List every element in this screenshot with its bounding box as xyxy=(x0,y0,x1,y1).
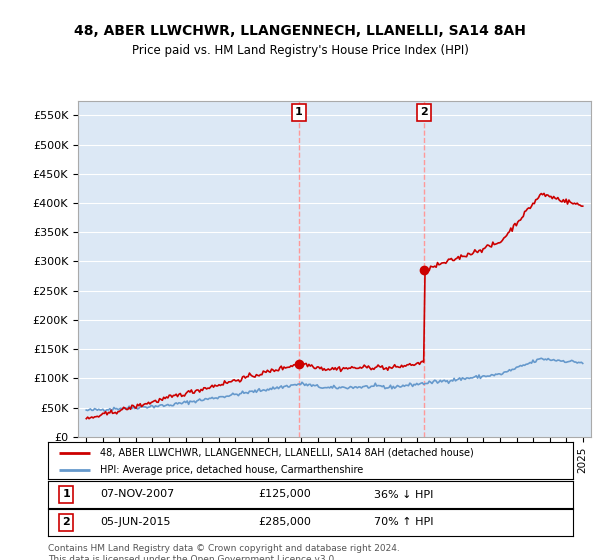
Text: 2: 2 xyxy=(421,108,428,118)
Text: 2: 2 xyxy=(62,517,70,528)
Text: HPI: Average price, detached house, Carmarthenshire: HPI: Average price, detached house, Carm… xyxy=(101,465,364,475)
Text: Price paid vs. HM Land Registry's House Price Index (HPI): Price paid vs. HM Land Registry's House … xyxy=(131,44,469,57)
Text: Contains HM Land Registry data © Crown copyright and database right 2024.
This d: Contains HM Land Registry data © Crown c… xyxy=(48,544,400,560)
Text: £125,000: £125,000 xyxy=(258,489,311,500)
Text: 07-NOV-2007: 07-NOV-2007 xyxy=(101,489,175,500)
Text: 05-JUN-2015: 05-JUN-2015 xyxy=(101,517,171,528)
Text: 48, ABER LLWCHWR, LLANGENNECH, LLANELLI, SA14 8AH (detached house): 48, ABER LLWCHWR, LLANGENNECH, LLANELLI,… xyxy=(101,447,474,458)
Text: 36% ↓ HPI: 36% ↓ HPI xyxy=(373,489,433,500)
Text: 48, ABER LLWCHWR, LLANGENNECH, LLANELLI, SA14 8AH: 48, ABER LLWCHWR, LLANGENNECH, LLANELLI,… xyxy=(74,24,526,38)
Text: 1: 1 xyxy=(62,489,70,500)
Text: 70% ↑ HPI: 70% ↑ HPI xyxy=(373,517,433,528)
Text: 1: 1 xyxy=(295,108,303,118)
Text: £285,000: £285,000 xyxy=(258,517,311,528)
